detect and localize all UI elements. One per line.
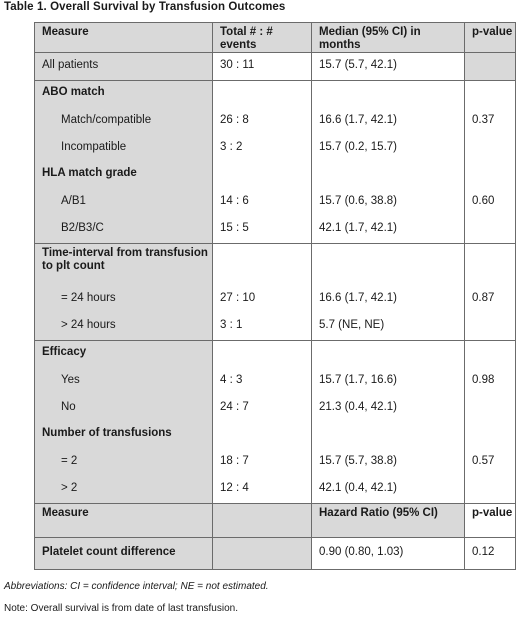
row-total: 14 : 6	[212, 189, 312, 216]
row-total: 18 : 7	[212, 449, 312, 476]
row-pvalue: 0.98	[464, 368, 516, 395]
row-median: 15.7 (1.7, 16.6)	[311, 368, 465, 395]
table-row: No 24 : 7 21.3 (0.4, 42.1)	[34, 395, 516, 422]
section-row: Number of transfusions	[34, 422, 516, 449]
table-row: = 24 hours 27 : 10 16.6 (1.7, 42.1) 0.87	[34, 286, 516, 313]
table-row: > 24 hours 3 : 1 5.7 (NE, NE)	[34, 313, 516, 341]
abbreviations-footnote: Abbreviations: CI = confidence interval;…	[4, 581, 269, 592]
row-median: 15.7 (5.7, 42.1)	[311, 52, 465, 81]
row-median: 16.6 (1.7, 42.1)	[311, 286, 465, 313]
table-row: B2/B3/C 15 : 5 42.1 (1.7, 42.1)	[34, 216, 516, 244]
row-label: Yes	[34, 368, 213, 395]
section-row: HLA match grade	[34, 162, 516, 189]
row-pvalue: 0.87	[464, 286, 516, 313]
row-label: B2/B3/C	[34, 216, 213, 244]
row-total: 24 : 7	[212, 395, 312, 422]
row-label: No	[34, 395, 213, 422]
header-row: Measure Total # : # events Median (95% C…	[34, 22, 516, 53]
row-median: 21.3 (0.4, 42.1)	[311, 395, 465, 422]
row-label: Incompatible	[34, 135, 213, 162]
row-median: 42.1 (0.4, 42.1)	[311, 476, 465, 504]
row-total: 3 : 1	[212, 313, 312, 341]
table-title: Table 1. Overall Survival by Transfusion…	[4, 1, 286, 13]
table-row: Match/compatible 26 : 8 16.6 (1.7, 42.1)…	[34, 108, 516, 135]
header-pvalue: p-value	[464, 22, 516, 53]
header-total: Total # : # events	[212, 22, 312, 53]
section-label: ABO match	[34, 80, 213, 108]
row-total: 26 : 8	[212, 108, 312, 135]
row-label: A/B1	[34, 189, 213, 216]
row-pvalue	[464, 313, 516, 341]
row-median: 15.7 (0.2, 15.7)	[311, 135, 465, 162]
row-hazard-ratio: 0.90 (0.80, 1.03)	[311, 537, 465, 570]
row-label: > 24 hours	[34, 313, 213, 341]
row-label: Platelet count difference	[34, 537, 213, 570]
row-pvalue	[464, 216, 516, 244]
header2-pvalue: p-value	[464, 503, 516, 538]
row-pvalue	[464, 52, 516, 81]
header2-hr: Hazard Ratio (95% CI)	[311, 503, 465, 538]
row-pvalue: 0.12	[464, 537, 516, 570]
row-pvalue	[464, 135, 516, 162]
row-total: 3 : 2	[212, 135, 312, 162]
note-footnote: Note: Overall survival is from date of l…	[4, 603, 238, 614]
header2-measure: Measure	[34, 503, 213, 538]
row-pvalue	[464, 395, 516, 422]
header-median: Median (95% CI) in months	[311, 22, 465, 53]
hazard-header-row: Measure Hazard Ratio (95% CI) p-value	[34, 503, 516, 538]
table-row: = 2 18 : 7 15.7 (5.7, 38.8) 0.57	[34, 449, 516, 476]
row-median: 5.7 (NE, NE)	[311, 313, 465, 341]
header-measure: Measure	[34, 22, 213, 53]
section-label: HLA match grade	[34, 162, 213, 189]
row-pvalue: 0.37	[464, 108, 516, 135]
table-row: All patients 30 : 11 15.7 (5.7, 42.1)	[34, 52, 516, 81]
section-label: Efficacy	[34, 340, 213, 368]
row-total: 30 : 11	[212, 52, 312, 81]
row-label: All patients	[34, 52, 213, 81]
section-label: Number of transfusions	[34, 422, 213, 449]
row-pvalue: 0.60	[464, 189, 516, 216]
row-label: = 2	[34, 449, 213, 476]
survival-table: Measure Total # : # events Median (95% C…	[34, 22, 516, 570]
table-row: > 2 12 : 4 42.1 (0.4, 42.1)	[34, 476, 516, 504]
section-row: Efficacy	[34, 340, 516, 368]
section-row: ABO match	[34, 80, 516, 108]
table-row: Yes 4 : 3 15.7 (1.7, 16.6) 0.98	[34, 368, 516, 395]
row-pvalue	[464, 476, 516, 504]
row-label: = 24 hours	[34, 286, 213, 313]
section-label: Time-interval from transfusion to plt co…	[34, 243, 213, 286]
row-median: 15.7 (0.6, 38.8)	[311, 189, 465, 216]
row-median: 42.1 (1.7, 42.1)	[311, 216, 465, 244]
table-row: Incompatible 3 : 2 15.7 (0.2, 15.7)	[34, 135, 516, 162]
section-row: Time-interval from transfusion to plt co…	[34, 243, 516, 286]
row-median: 16.6 (1.7, 42.1)	[311, 108, 465, 135]
table-row: A/B1 14 : 6 15.7 (0.6, 38.8) 0.60	[34, 189, 516, 216]
table-row: Platelet count difference 0.90 (0.80, 1.…	[34, 537, 516, 570]
row-label: > 2	[34, 476, 213, 504]
row-total: 15 : 5	[212, 216, 312, 244]
row-median: 15.7 (5.7, 38.8)	[311, 449, 465, 476]
row-total: 12 : 4	[212, 476, 312, 504]
row-total: 4 : 3	[212, 368, 312, 395]
row-label: Match/compatible	[34, 108, 213, 135]
row-total: 27 : 10	[212, 286, 312, 313]
row-pvalue: 0.57	[464, 449, 516, 476]
